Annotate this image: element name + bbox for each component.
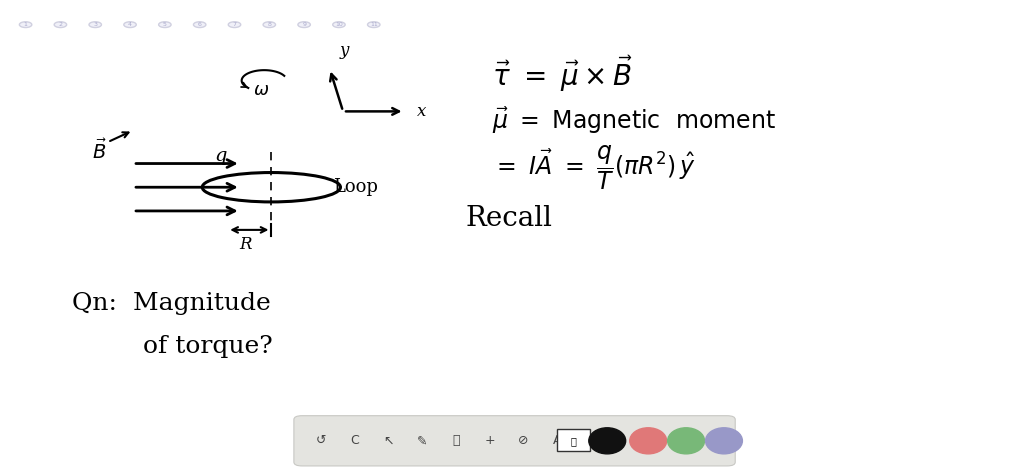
Circle shape	[298, 22, 310, 27]
Text: R: R	[240, 236, 252, 253]
Text: $\vec{\tau}\ =\ \vec{\mu} \times \vec{B}$: $\vec{\tau}\ =\ \vec{\mu} \times \vec{B}…	[492, 54, 632, 93]
Text: 4: 4	[128, 22, 132, 27]
Text: q: q	[214, 147, 226, 165]
Text: 9: 9	[302, 22, 306, 27]
Text: x: x	[417, 103, 426, 120]
Ellipse shape	[630, 428, 667, 454]
Text: $\vec{\mu}\ =\ \mathrm{Magnetic\ \ moment}$: $\vec{\mu}\ =\ \mathrm{Magnetic\ \ momen…	[492, 106, 775, 136]
FancyBboxPatch shape	[294, 416, 735, 466]
Circle shape	[263, 22, 275, 27]
Circle shape	[194, 22, 206, 27]
Text: A: A	[553, 434, 561, 447]
Text: $\omega$: $\omega$	[253, 81, 269, 99]
Circle shape	[54, 22, 67, 27]
Circle shape	[159, 22, 171, 27]
Text: 2: 2	[58, 22, 62, 27]
Text: 6: 6	[198, 22, 202, 27]
Text: y: y	[340, 42, 349, 59]
FancyBboxPatch shape	[557, 429, 590, 451]
Text: 3: 3	[93, 22, 97, 27]
Ellipse shape	[668, 428, 705, 454]
Text: 🏔: 🏔	[570, 436, 577, 446]
Ellipse shape	[706, 428, 742, 454]
Text: ⊘: ⊘	[518, 434, 528, 447]
Text: ↖: ↖	[383, 434, 393, 447]
Text: +: +	[484, 434, 495, 447]
Text: 11: 11	[370, 22, 378, 27]
Text: 5: 5	[163, 22, 167, 27]
Circle shape	[89, 22, 101, 27]
Text: 10: 10	[335, 22, 343, 27]
Text: Loop: Loop	[333, 178, 378, 196]
Text: Qn:  Magnitude: Qn: Magnitude	[72, 292, 270, 315]
Text: $=\ I\vec{A}\ =\ \dfrac{q}{T}(\pi R^2)\,\hat{y}$: $=\ I\vec{A}\ =\ \dfrac{q}{T}(\pi R^2)\,…	[492, 144, 695, 192]
Text: ⛰: ⛰	[452, 434, 460, 447]
Circle shape	[124, 22, 136, 27]
Text: 7: 7	[232, 22, 237, 27]
Circle shape	[333, 22, 345, 27]
Text: $\vec{B}$: $\vec{B}$	[92, 138, 106, 163]
Circle shape	[228, 22, 241, 27]
Text: Recall: Recall	[466, 205, 553, 231]
Text: 8: 8	[267, 22, 271, 27]
Text: C: C	[350, 434, 358, 447]
Text: ✎: ✎	[417, 434, 427, 447]
Circle shape	[368, 22, 380, 27]
Text: 1: 1	[24, 22, 28, 27]
Circle shape	[19, 22, 32, 27]
Text: of torque?: of torque?	[143, 335, 273, 357]
Ellipse shape	[589, 428, 626, 454]
Text: ↺: ↺	[315, 434, 326, 447]
